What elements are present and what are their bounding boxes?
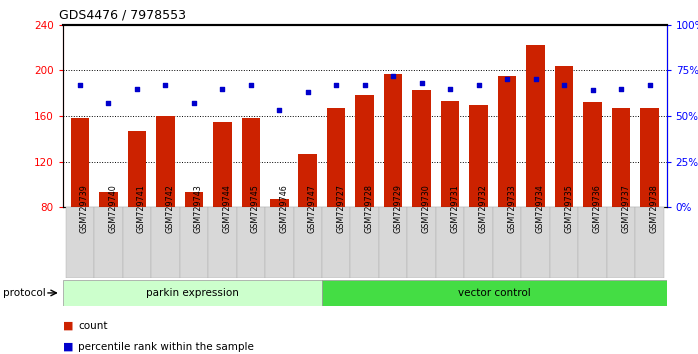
Bar <box>293 207 322 278</box>
Bar <box>464 207 493 278</box>
Bar <box>521 207 550 278</box>
Bar <box>436 207 464 278</box>
Point <box>331 82 342 88</box>
Bar <box>611 108 630 207</box>
Point <box>502 76 513 82</box>
Bar <box>579 207 607 278</box>
Bar <box>413 90 431 207</box>
Bar <box>66 207 94 278</box>
Bar <box>384 74 403 207</box>
Point <box>416 80 427 86</box>
Text: GSM729736: GSM729736 <box>593 184 602 233</box>
Point <box>387 73 399 79</box>
Text: GDS4476 / 7978553: GDS4476 / 7978553 <box>59 9 186 22</box>
Text: GSM729745: GSM729745 <box>251 184 260 233</box>
Text: GSM729744: GSM729744 <box>222 184 231 233</box>
Bar <box>70 118 89 207</box>
Bar <box>156 116 174 207</box>
Text: GSM729732: GSM729732 <box>479 184 488 233</box>
Bar <box>322 207 350 278</box>
Bar <box>350 207 379 278</box>
Bar <box>123 207 151 278</box>
Bar <box>607 207 635 278</box>
Bar <box>237 207 265 278</box>
Point <box>644 82 655 88</box>
Point <box>188 100 200 106</box>
Point <box>587 87 598 93</box>
Bar <box>99 192 118 207</box>
Text: GSM729735: GSM729735 <box>564 184 573 233</box>
Bar <box>179 207 208 278</box>
Text: ■: ■ <box>63 321 73 331</box>
Text: GSM729746: GSM729746 <box>279 184 288 233</box>
Bar <box>555 66 573 207</box>
Bar <box>635 207 664 278</box>
Text: GSM729737: GSM729737 <box>621 184 630 233</box>
Bar <box>213 122 232 207</box>
Bar <box>584 102 602 207</box>
Bar <box>408 207 436 278</box>
Text: protocol: protocol <box>3 288 46 298</box>
Bar <box>355 96 374 207</box>
Text: parkin expression: parkin expression <box>146 288 239 298</box>
Point <box>216 86 228 91</box>
Bar <box>441 101 459 207</box>
Point <box>616 86 627 91</box>
Text: GSM729729: GSM729729 <box>393 184 402 233</box>
Bar <box>526 45 545 207</box>
Text: GSM729727: GSM729727 <box>336 184 346 233</box>
Point <box>558 82 570 88</box>
Bar <box>63 280 322 306</box>
Bar <box>299 154 317 207</box>
Point <box>74 82 85 88</box>
Bar <box>322 280 667 306</box>
Text: GSM729739: GSM729739 <box>80 184 89 233</box>
Text: GSM729743: GSM729743 <box>194 184 203 233</box>
Text: GSM729740: GSM729740 <box>108 184 117 233</box>
Bar <box>184 192 203 207</box>
Point <box>160 82 171 88</box>
Text: GSM729741: GSM729741 <box>137 184 146 233</box>
Bar <box>94 207 123 278</box>
Point <box>473 82 484 88</box>
Text: GSM729738: GSM729738 <box>650 184 658 233</box>
Text: GSM729728: GSM729728 <box>364 184 373 233</box>
Point <box>445 86 456 91</box>
Point <box>530 76 541 82</box>
Bar <box>128 131 146 207</box>
Bar <box>265 207 293 278</box>
Point <box>274 108 285 113</box>
Bar <box>493 207 521 278</box>
Text: GSM729747: GSM729747 <box>308 184 317 233</box>
Point <box>131 86 142 91</box>
Bar <box>379 207 408 278</box>
Text: vector control: vector control <box>458 288 530 298</box>
Text: percentile rank within the sample: percentile rank within the sample <box>78 342 254 352</box>
Text: GSM729734: GSM729734 <box>535 184 544 233</box>
Bar <box>550 207 579 278</box>
Bar <box>242 118 260 207</box>
Text: GSM729730: GSM729730 <box>422 184 431 233</box>
Text: ■: ■ <box>63 342 73 352</box>
Bar <box>498 76 517 207</box>
Text: count: count <box>78 321 107 331</box>
Point <box>302 90 313 95</box>
Text: GSM729733: GSM729733 <box>507 184 516 233</box>
Bar <box>208 207 237 278</box>
Bar <box>151 207 179 278</box>
Point <box>359 82 370 88</box>
Bar <box>327 108 346 207</box>
Bar <box>270 199 288 207</box>
Text: GSM729742: GSM729742 <box>165 184 174 233</box>
Bar <box>469 104 488 207</box>
Point <box>103 100 114 106</box>
Bar <box>640 108 659 207</box>
Text: GSM729731: GSM729731 <box>450 184 459 233</box>
Point <box>245 82 256 88</box>
